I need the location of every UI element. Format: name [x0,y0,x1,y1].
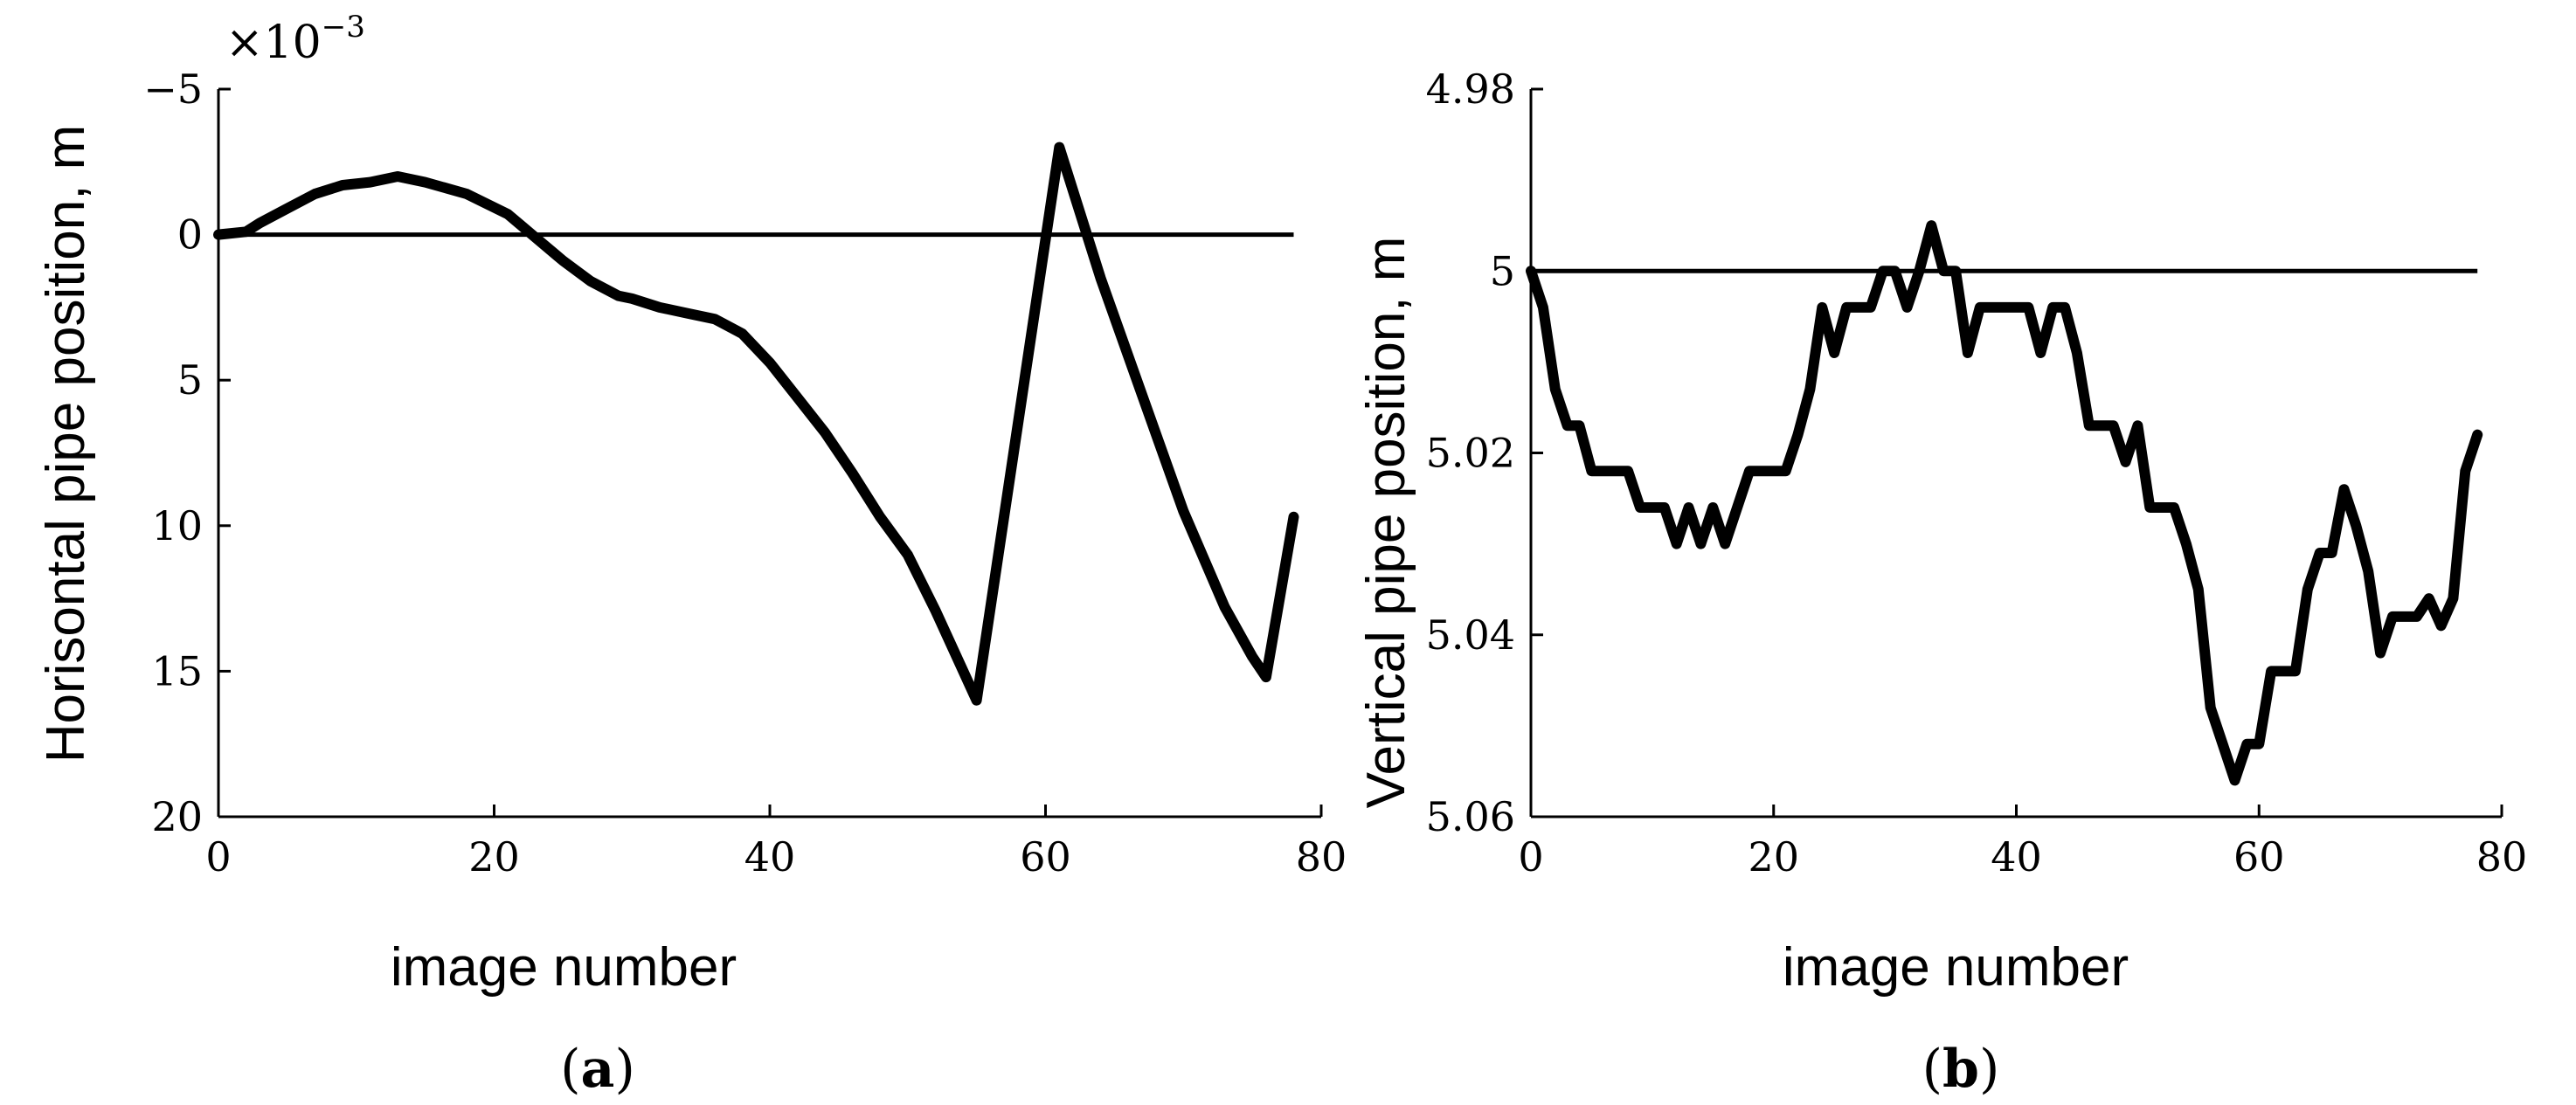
panel-b-x-tick-label: 40 [1991,833,2042,881]
panel-a-y-axis-title: Horisontal pipe position, m [36,125,96,763]
panel-b-series-lines [1526,220,2483,786]
panel-b-y-tick-label: 5 [1490,247,1515,294]
panel-b-x-tick-label: 60 [2233,833,2285,881]
panel-a-y-tick-label: −5 [143,66,203,113]
panel-a-series-lines [213,142,1299,706]
panel-a-x-ticks: 0 20 40 60 80 [205,805,1347,881]
panel-a-y-tick-label: 5 [177,356,203,404]
panel-a-label: (a) [560,1039,635,1100]
panel-a-y-exponent: ×10−3 [225,10,365,69]
panel-a-measured-line [213,142,1299,706]
panel-b-y-tick-label: 5.04 [1426,611,1515,659]
panel-b-axes [1529,89,2502,818]
panel-b-x-tick-label: 20 [1748,833,1799,881]
panel-a-axes [217,89,1321,818]
panel-b-chart: 0 20 40 60 80 4.98 5 5.02 5.04 5.06 image number… [1356,66,2527,1100]
panel-b-x-axis-title: image number [1783,937,2129,998]
panel-a-y-tick-label: 15 [151,647,203,694]
panel-b-y-tick-label: 4.98 [1426,66,1515,113]
panel-a-y-tick-label: 20 [151,793,203,840]
panel-a-x-tick-label: 40 [744,833,796,881]
panel-a-x-tick-label: 0 [205,833,231,881]
panel-b-y-axis-title: Vertical pipe position, m [1356,237,1416,809]
panel-b-label: (b) [1922,1039,2000,1100]
panel-b-x-tick-label: 80 [2476,833,2528,881]
panel-b-y-ticks: 4.98 5 5.02 5.04 5.06 [1426,66,1543,840]
panel-a-x-tick-label: 60 [1020,833,1071,881]
panel-a-x-tick-label: 20 [468,833,520,881]
panel-b-x-ticks: 0 20 40 60 80 [1518,805,2527,881]
panel-b-measured-line [1526,220,2483,786]
panel-a-x-axis-title: image number [391,937,737,998]
panel-b-x-tick-label: 0 [1518,833,1543,881]
panel-b-y-tick-label: 5.06 [1426,793,1515,840]
panel-a-y-tick-label: 0 [177,211,203,259]
panel-b-y-tick-label: 5.02 [1426,430,1515,477]
panel-a-x-tick-label: 80 [1296,833,1347,881]
panel-a-y-tick-label: 10 [151,502,203,549]
panel-a-y-ticks: −5 0 5 10 15 20 [143,66,231,840]
